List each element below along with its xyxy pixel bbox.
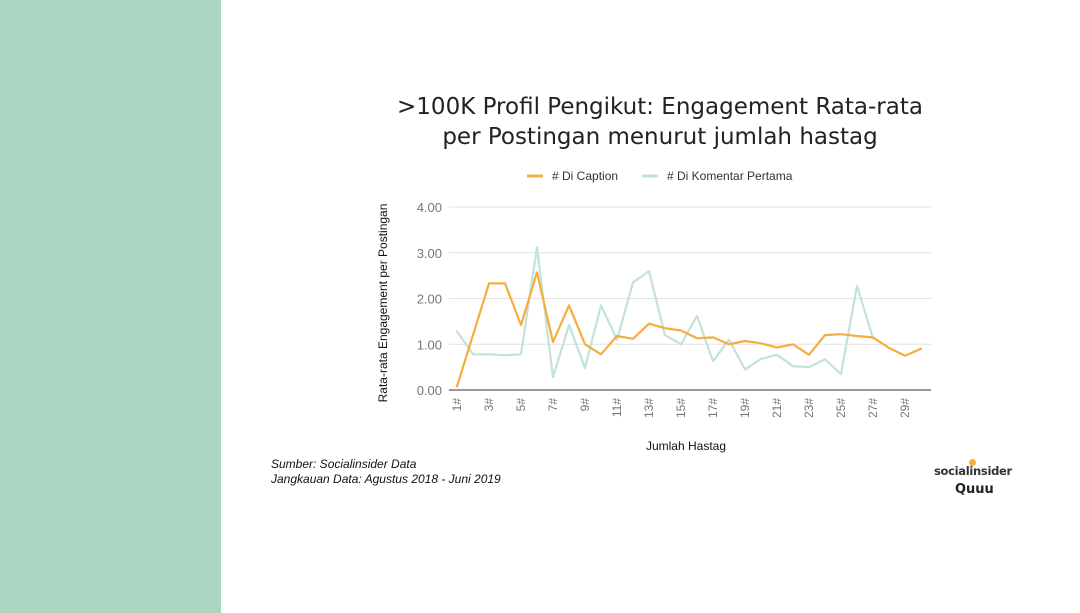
socialinsider-logo: socialinsider	[934, 459, 1024, 478]
x-tick-label: 1#	[450, 398, 464, 412]
legend-label-komentar: # Di Komentar Pertama	[667, 169, 793, 183]
komentar-series-line	[455, 246, 875, 379]
chart-title-line-2: per Postingan menurut jumlah hastag	[442, 124, 878, 150]
y-tick-label: 4.00	[417, 200, 442, 215]
source-line: Sumber: Socialinsider Data	[271, 457, 417, 471]
chart-legend: # Di Caption # Di Komentar Pertama	[527, 169, 793, 183]
x-tick-label: 23#	[802, 398, 816, 418]
x-tick-label: 9#	[578, 398, 592, 412]
side-panel	[0, 0, 221, 613]
series-lines	[455, 246, 923, 388]
x-tick-labels: 1# 3# 5# 7# 9# 11# 13# 15# 17# 19# 21# 23# 25# 27# 29#	[450, 398, 912, 418]
x-tick-label: 27#	[866, 398, 880, 418]
y-tick-labels: 0.00 1.00 2.00 3.00 4.00	[417, 200, 442, 398]
x-tick-label: 15#	[674, 398, 688, 418]
y-tick-label: 0.00	[417, 383, 442, 398]
x-tick-label: 13#	[642, 398, 656, 418]
x-axis-label: Jumlah Hastag	[646, 439, 726, 453]
source-note: Sumber: Socialinsider Data Jangkauan Dat…	[271, 457, 501, 487]
y-axis-label: Rata-rata Engagement per Postingan	[376, 204, 390, 403]
logo-dot-icon	[969, 459, 976, 466]
caption-series-line	[455, 271, 923, 388]
y-tick-label: 2.00	[417, 292, 442, 307]
x-tick-label: 11#	[610, 398, 624, 417]
data-range-line: Jangkauan Data: Agustus 2018 - Juni 2019	[271, 472, 501, 486]
x-tick-label: 5#	[514, 398, 528, 412]
x-tick-label: 19#	[738, 398, 752, 418]
socialinsider-logo-text: socialinsider	[934, 464, 1012, 478]
chart-title: >100K Profil Pengikut: Engagement Rata-r…	[330, 92, 990, 152]
x-tick-label: 7#	[546, 398, 560, 412]
grid-lines	[449, 206, 931, 391]
x-tick-label: 29#	[898, 398, 912, 418]
x-tick-label: 3#	[482, 398, 496, 412]
x-tick-label: 21#	[770, 398, 784, 418]
legend-label-caption: # Di Caption	[552, 169, 618, 183]
y-tick-label: 3.00	[417, 246, 442, 261]
brand-logos: socialinsider Quuu	[934, 459, 1024, 497]
x-tick-label: 25#	[834, 398, 848, 418]
y-tick-label: 1.00	[417, 337, 442, 352]
chart-title-line-1: >100K Profil Pengikut: Engagement Rata-r…	[397, 94, 923, 120]
quuu-logo: Quuu	[955, 482, 994, 497]
x-tick-label: 17#	[706, 398, 720, 418]
